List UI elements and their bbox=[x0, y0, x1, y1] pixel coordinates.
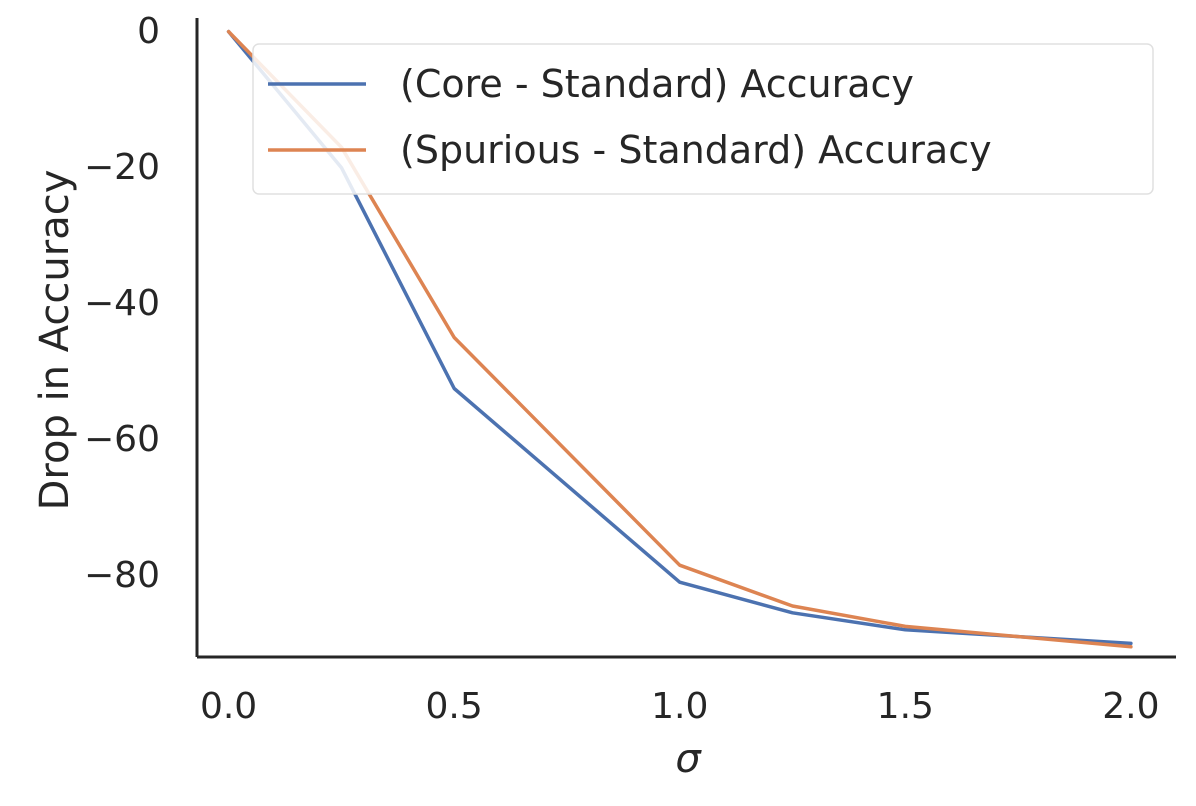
y-tick-label: −20 bbox=[84, 147, 160, 188]
y-tick-label: 0 bbox=[137, 11, 160, 52]
ticks: 0.0 0.5 1.0 1.5 2.0 0 −20 −40 −60 −80 bbox=[84, 11, 1160, 727]
legend-box bbox=[252, 43, 1154, 195]
y-tick-label: −40 bbox=[84, 283, 160, 324]
legend-label-1: (Core - Standard) Accuracy bbox=[400, 62, 914, 106]
x-tick-label: 2.0 bbox=[1102, 686, 1159, 727]
x-tick-label: 0.5 bbox=[426, 686, 483, 727]
x-tick-label: 1.5 bbox=[877, 686, 934, 727]
x-tick-label: 1.0 bbox=[651, 686, 708, 727]
axes bbox=[195, 18, 1176, 659]
x-axis-label: σ bbox=[675, 736, 702, 782]
y-tick-label: −60 bbox=[84, 419, 160, 460]
y-tick-label: −80 bbox=[84, 555, 160, 596]
legend: (Core - Standard) Accuracy (Spurious - St… bbox=[252, 43, 1154, 195]
x-tick-label: 0.0 bbox=[200, 686, 257, 727]
y-axis-label: Drop in Accuracy bbox=[32, 170, 78, 511]
legend-label-2: (Spurious - Standard) Accuracy bbox=[400, 128, 992, 172]
